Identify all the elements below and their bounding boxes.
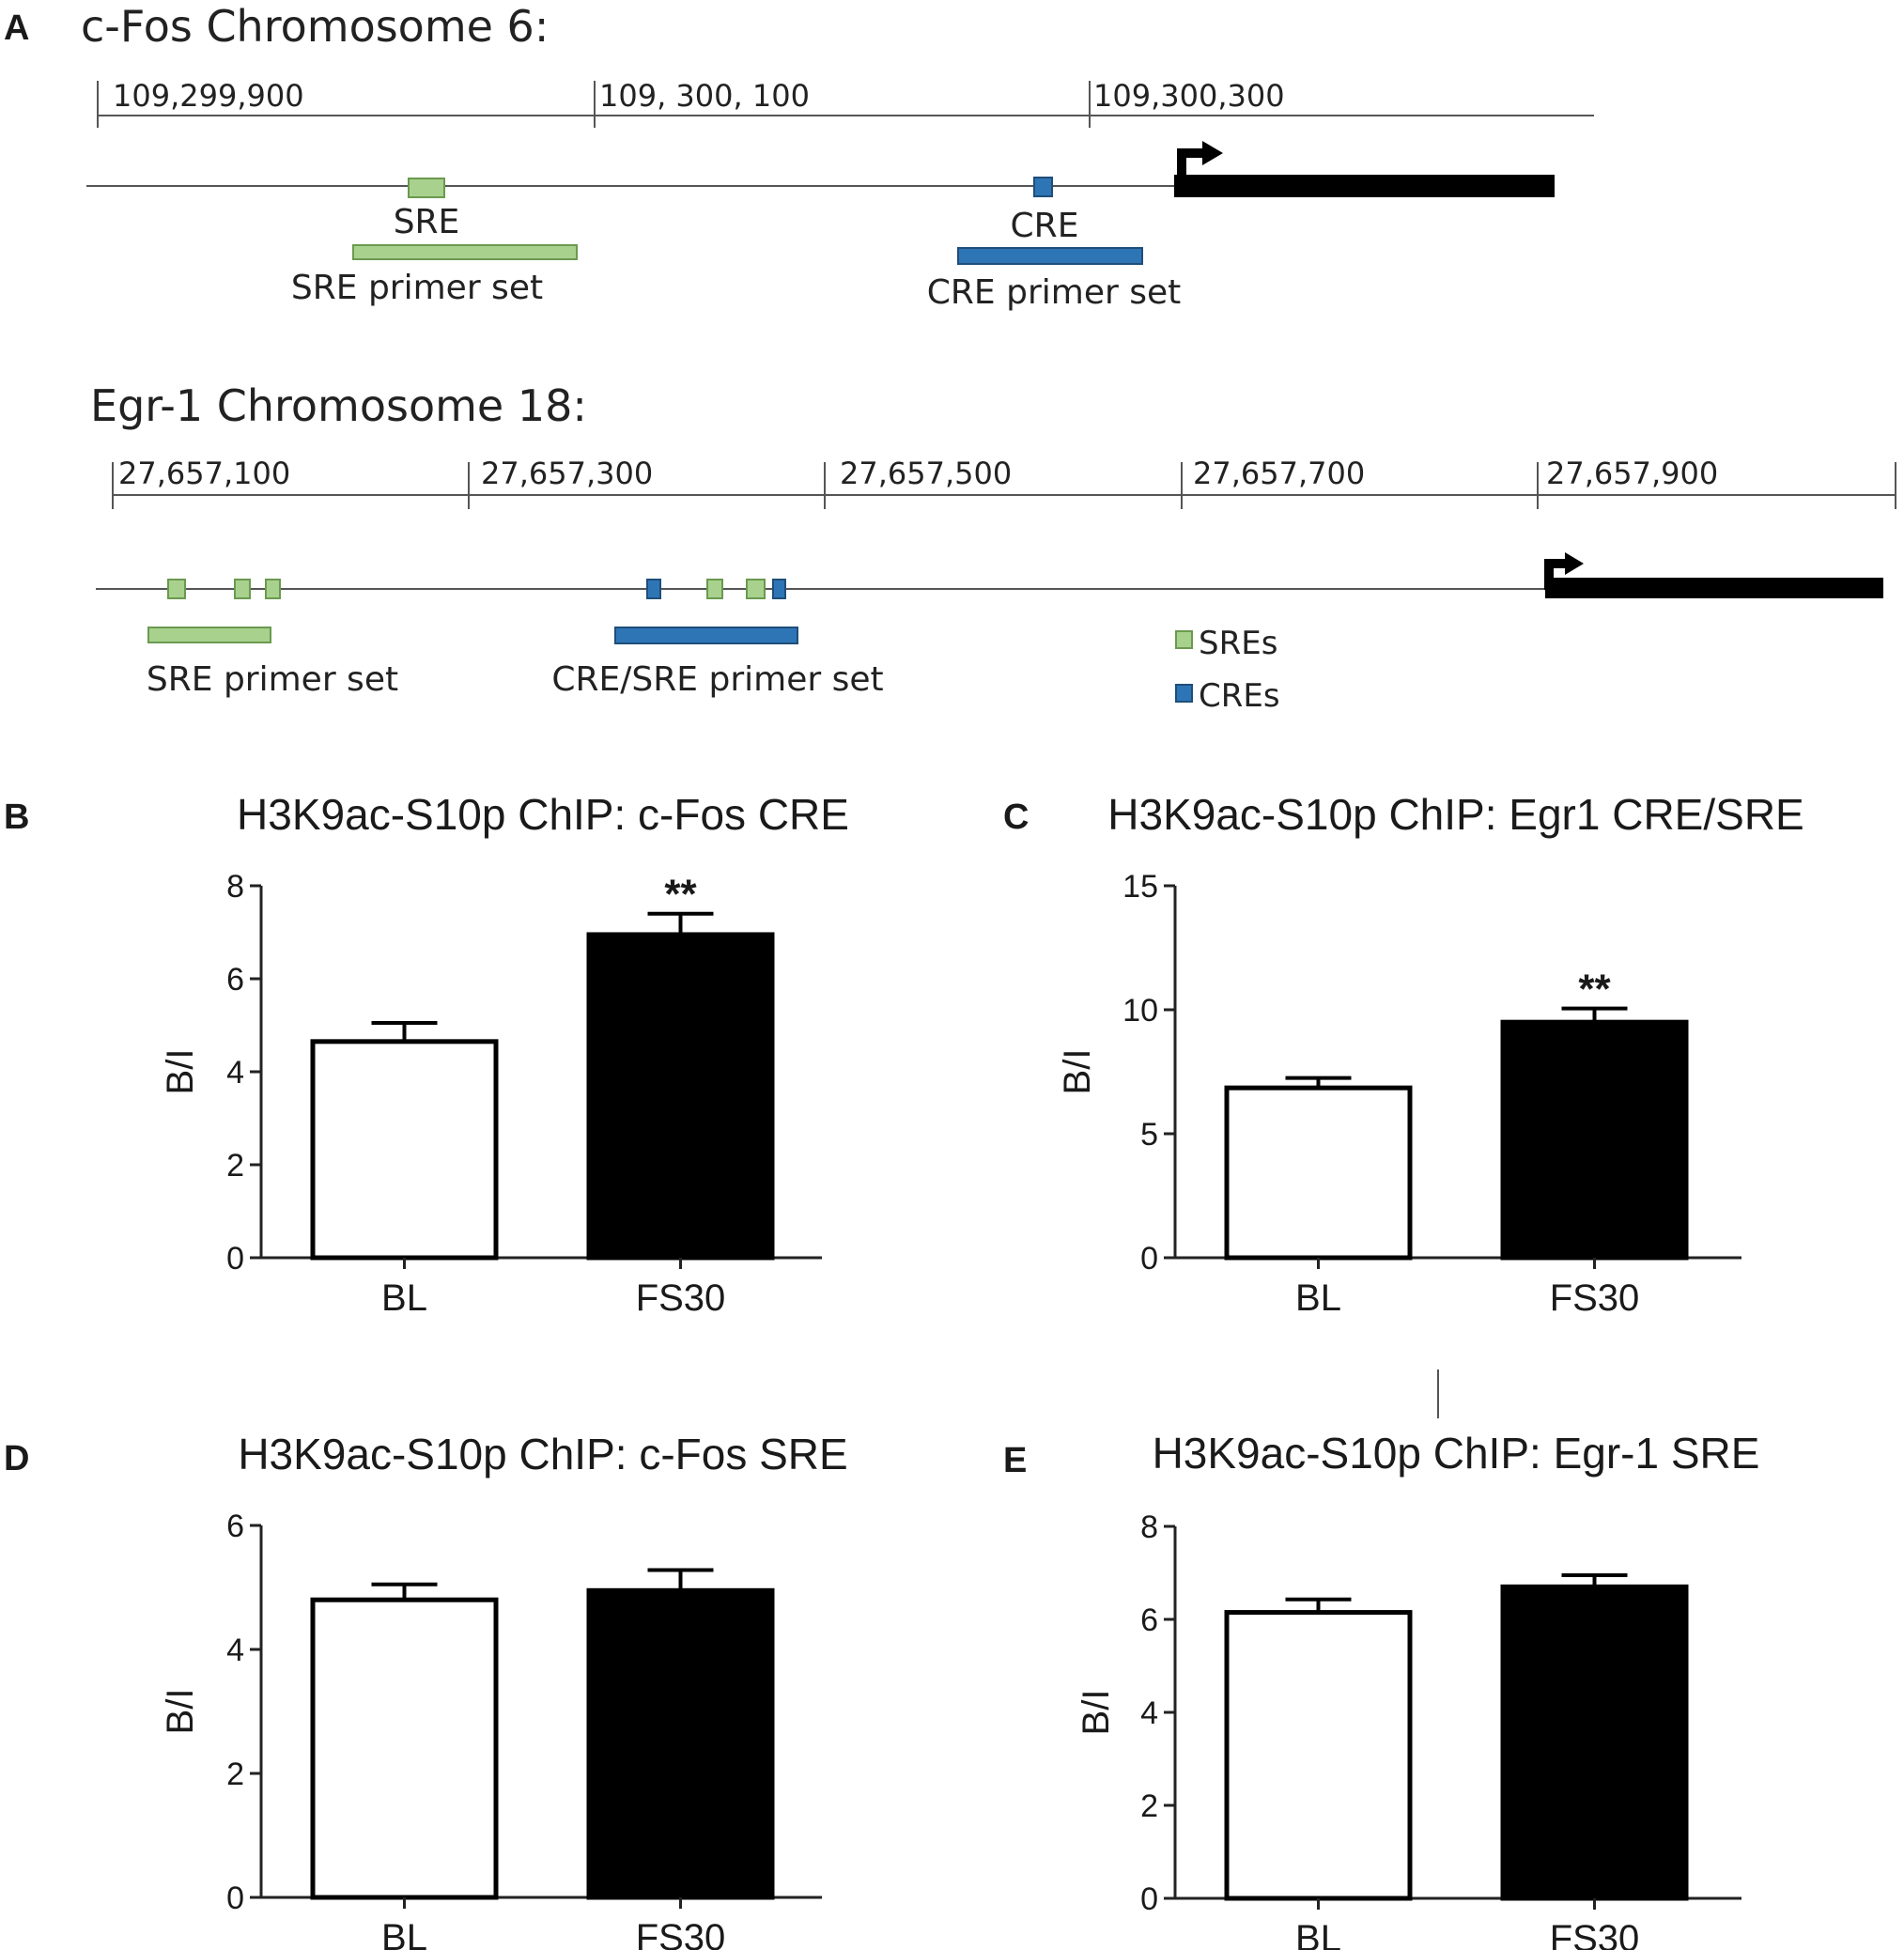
egr1-sre-primer-bar [147, 627, 271, 643]
y-axis-label: B/I [160, 1689, 201, 1735]
x-tick-label: BL [1295, 1918, 1341, 1950]
cfos-sre-label: SRE [394, 203, 460, 241]
bar-chart-e: H3K9ac-S10p ChIP: Egr-1 SRE 0 2 4 6 8 B/I BL FS3… [1076, 1429, 1759, 1950]
y-tick-label: 4 [226, 1633, 244, 1668]
cfos-map: c-Fos Chromosome 6: 109,299,900 109, 300… [81, 1, 1594, 312]
x-tick-label: FS30 [636, 1917, 726, 1950]
y-tick-label: 0 [226, 1241, 244, 1277]
egr1-sre-box [746, 579, 766, 599]
y-tick-label: 0 [1140, 1241, 1158, 1277]
egr1-coord-label: 27,657,700 [1193, 456, 1365, 491]
y-tick-label: 0 [1140, 1881, 1158, 1917]
bar-chart-d: H3K9ac-S10p ChIP: c-Fos SRE 0 2 4 6 B/I BL FS30 [160, 1430, 848, 1950]
y-tick-label: 6 [226, 962, 244, 998]
chart-title: H3K9ac-S10p ChIP: c-Fos CRE [237, 790, 849, 839]
cfos-sre-primer-label: SRE primer set [291, 269, 543, 307]
bar-fs30 [1500, 1019, 1689, 1261]
cfos-coord-label: 109,300,300 [1093, 78, 1285, 114]
panel-label-c: C [1003, 797, 1029, 837]
y-axis-label: B/I [1057, 1049, 1098, 1095]
cfos-cre-primer-bar [957, 247, 1143, 265]
y-axis-label: B/I [1076, 1690, 1117, 1736]
egr1-coord-label: 27,657,900 [1546, 456, 1718, 491]
bar-chart-panels: B C D E H3K9ac-S10p ChIP: c-Fos CRE 0 2 4 6 8… [4, 790, 1804, 1950]
y-tick-label: 6 [226, 1509, 244, 1544]
bar-fs30 [586, 1587, 775, 1900]
panel-label-b: B [4, 797, 29, 837]
egr1-map: Egr-1 Chromosome 18: 27,657,100 27,657,3… [90, 380, 1896, 715]
chart-title: H3K9ac-S10p ChIP: c-Fos SRE [238, 1430, 847, 1478]
cfos-coord-label: 109, 300, 100 [599, 78, 810, 114]
x-tick-label: FS30 [1550, 1918, 1640, 1950]
egr1-cre-box [772, 579, 786, 599]
cfos-cre-box [1033, 177, 1053, 197]
y-tick-label: 15 [1122, 869, 1158, 905]
y-tick-label: 0 [226, 1880, 244, 1916]
bar-bl [1224, 1610, 1413, 1901]
egr1-sre-box [167, 579, 186, 599]
y-tick-label: 6 [1140, 1602, 1158, 1638]
egr1-sre-box [265, 579, 281, 599]
egr1-tss-arrow-icon [1544, 552, 1883, 598]
panel-a: A c-Fos Chromosome 6: 109,299,900 109, 3… [4, 1, 1896, 715]
y-tick-label: 2 [1140, 1788, 1158, 1824]
egr1-sre-box [234, 579, 251, 599]
egr1-sre-box [706, 579, 723, 599]
significance-label: ** [1578, 967, 1611, 1013]
cfos-tss-arrow-icon [1174, 141, 1555, 197]
bar-chart-c: H3K9ac-S10p ChIP: Egr1 CRE/SRE 0 5 10 15 B/I B… [1057, 790, 1804, 1319]
y-tick-label: 4 [1140, 1695, 1158, 1731]
egr1-title: Egr-1 Chromosome 18: [90, 380, 587, 431]
y-axis-label: B/I [160, 1049, 201, 1095]
bar-fs30 [1500, 1584, 1689, 1901]
egr1-cre-box [646, 579, 661, 599]
cfos-title: c-Fos Chromosome 6: [81, 1, 549, 52]
y-tick-label: 2 [226, 1757, 244, 1792]
egr1-coord-label: 27,657,500 [840, 456, 1012, 491]
x-tick-label: FS30 [1550, 1277, 1640, 1319]
legend-cre-label: CREs [1199, 677, 1280, 715]
y-tick-label: 10 [1122, 993, 1158, 1029]
cfos-cre-label: CRE [1011, 207, 1079, 245]
bar-bl [310, 1597, 499, 1900]
cfos-cre-primer-label: CRE primer set [927, 273, 1181, 312]
bar-fs30 [586, 932, 775, 1261]
bar-chart-b: H3K9ac-S10p ChIP: c-Fos CRE 0 2 4 6 8 B/I BL FS3… [160, 790, 849, 1319]
bar-bl [310, 1039, 499, 1261]
cfos-sre-box [408, 178, 445, 198]
chart-title: H3K9ac-S10p ChIP: Egr-1 SRE [1153, 1429, 1760, 1478]
legend-sre-label: SREs [1199, 625, 1277, 662]
y-tick-label: 5 [1140, 1117, 1158, 1153]
panel-label-d: D [4, 1439, 29, 1478]
bar-bl [1224, 1085, 1413, 1261]
x-tick-label: FS30 [636, 1277, 726, 1319]
panel-label-e: E [1003, 1441, 1027, 1480]
egr1-cresre-primer-bar [614, 627, 798, 644]
x-tick-label: BL [381, 1917, 427, 1950]
y-tick-label: 2 [226, 1148, 244, 1184]
cfos-coord-label: 109,299,900 [113, 78, 304, 114]
egr1-sre-primer-label: SRE primer set [147, 660, 398, 699]
x-tick-label: BL [381, 1277, 427, 1319]
egr1-coord-label: 27,657,300 [481, 456, 653, 491]
cfos-sre-primer-bar [352, 244, 578, 260]
egr1-cresre-primer-label: CRE/SRE primer set [551, 660, 883, 699]
legend-cre-swatch [1175, 684, 1193, 703]
panel-label-a: A [4, 8, 29, 48]
egr1-coord-label: 27,657,100 [118, 456, 290, 491]
y-tick-label: 4 [226, 1055, 244, 1091]
chart-title: H3K9ac-S10p ChIP: Egr1 CRE/SRE [1107, 790, 1803, 839]
y-tick-label: 8 [226, 869, 244, 905]
x-tick-label: BL [1295, 1277, 1341, 1319]
y-tick-label: 8 [1140, 1509, 1158, 1545]
legend-sre-swatch [1175, 630, 1193, 649]
significance-label: ** [664, 872, 697, 918]
egr1-legend: SREs CREs [1175, 625, 1280, 715]
